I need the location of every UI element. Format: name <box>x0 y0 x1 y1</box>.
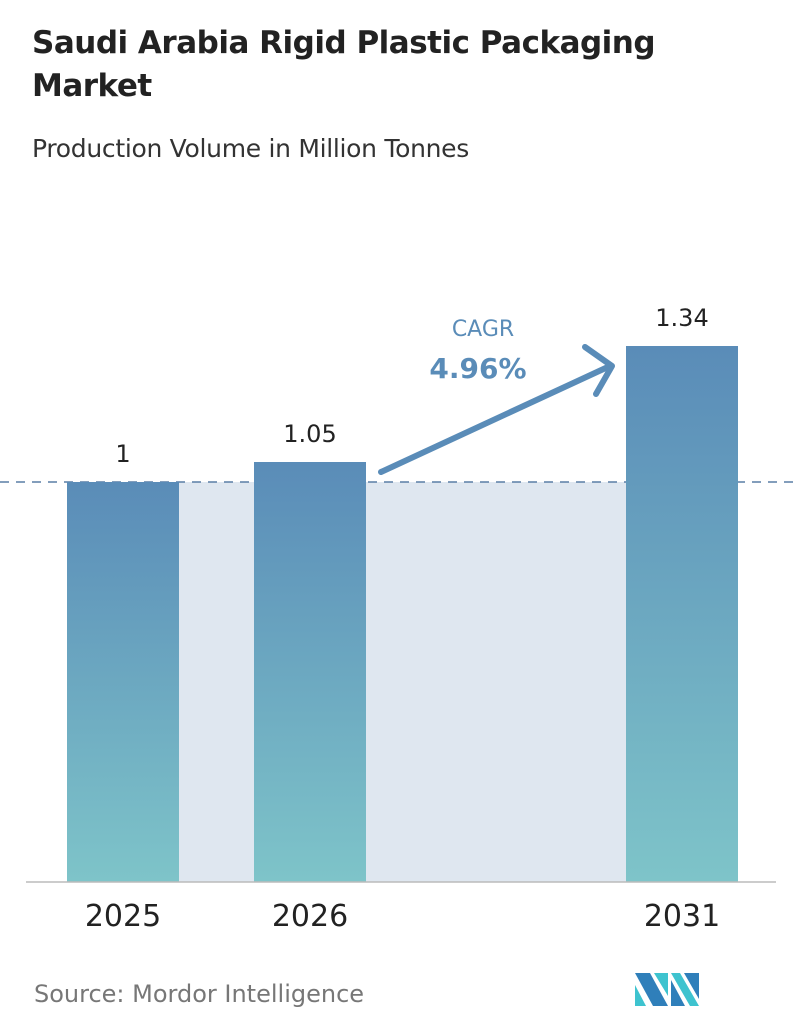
data-label-2026: 1.05 <box>283 420 336 448</box>
cagr-label: CAGR <box>452 317 514 342</box>
cagr-arrow-head <box>582 344 615 397</box>
x-tick-2031: 2031 <box>644 899 720 934</box>
source-text: Source: Mordor Intelligence <box>34 980 365 1008</box>
bar-2026 <box>254 462 366 882</box>
chart-subtitle: Production Volume in Million Tonnes <box>32 134 469 163</box>
bar-2031 <box>626 346 738 882</box>
cagr-value: 4.96% <box>429 352 526 385</box>
x-tick-2025: 2025 <box>85 899 161 934</box>
x-tick-2026: 2026 <box>272 899 348 934</box>
data-label-2025: 1 <box>115 440 130 468</box>
bar-2025 <box>67 482 179 882</box>
cagr-arrow-shaft <box>378 363 613 475</box>
data-label-2031: 1.34 <box>655 304 708 332</box>
chart-title: Saudi Arabia Rigid Plastic Packaging Mar… <box>32 25 656 104</box>
